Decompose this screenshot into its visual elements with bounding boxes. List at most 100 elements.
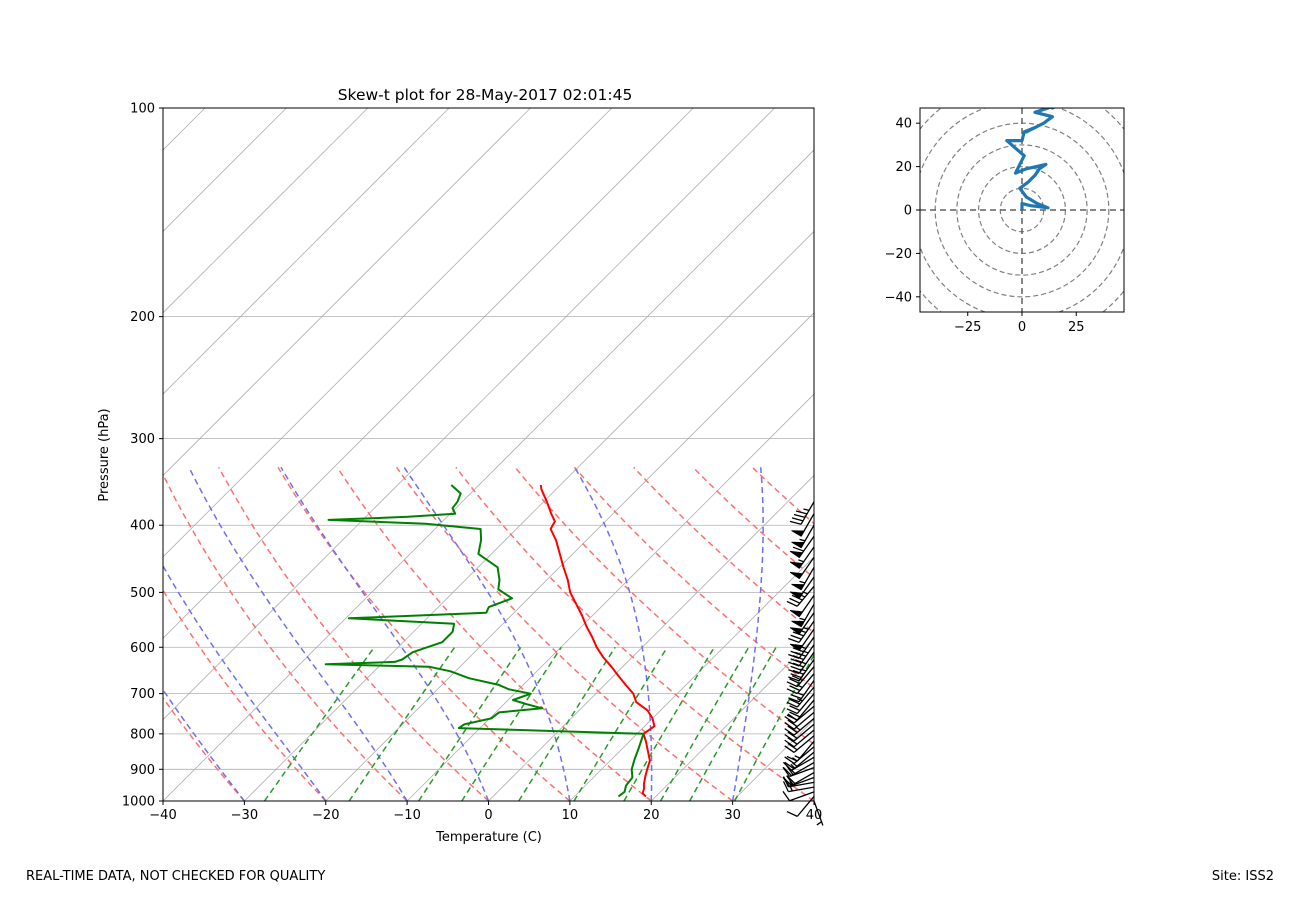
x-tick-label: −30	[231, 808, 258, 823]
wind-barb	[786, 673, 815, 695]
hodograph-x-tick-label: −25	[954, 320, 981, 335]
dry-adiabat-line	[163, 472, 408, 801]
isotherm-gridline	[0, 108, 42, 801]
wind-barb	[789, 535, 815, 559]
x-tick-label: 20	[643, 808, 660, 823]
wind-barb	[786, 699, 815, 721]
moist-adiabat-line	[731, 467, 764, 801]
hodograph-y-tick-label: −40	[885, 290, 912, 305]
wind-barb	[789, 576, 815, 599]
dry-adiabat-line	[514, 466, 814, 746]
mixing-ratio-line	[573, 646, 668, 801]
moist-adiabat-line	[163, 564, 327, 801]
hodograph-trace	[1005, 108, 1057, 210]
wind-barb	[784, 729, 815, 748]
y-tick-label: 600	[130, 641, 155, 656]
wind-barb	[788, 651, 815, 675]
dry-adiabat-line	[395, 466, 734, 801]
hodograph-plot: −25 0 25 −40 −20 0 20 40	[885, 107, 1125, 335]
wind-barb	[788, 680, 815, 703]
dry-adiabat-line	[751, 466, 814, 525]
y-tick-label: 800	[130, 727, 155, 742]
x-tick-label: 40	[806, 808, 823, 823]
isotherm-gridline	[163, 108, 694, 639]
isotherm-gridline	[650, 637, 814, 801]
hodograph-ring	[956, 144, 1088, 276]
mixing-ratio-line	[418, 646, 522, 801]
isotherm-gridline	[569, 556, 814, 801]
dewpoint-line	[324, 484, 645, 798]
wind-barb	[786, 666, 815, 688]
dry-adiabat-line	[163, 696, 245, 801]
wind-barb	[782, 772, 815, 787]
hodograph-y-tick-label: 20	[895, 160, 912, 175]
isotherm-gridline	[163, 108, 287, 232]
wind-barb	[789, 595, 815, 618]
hodograph-y-ticks: −40 −20 0 20 40	[885, 117, 920, 305]
y-axis-label: Pressure (hPa)	[97, 408, 112, 501]
plot-frame	[162, 107, 815, 802]
hodograph-y-tick-label: −20	[885, 247, 912, 262]
wind-barb	[784, 711, 815, 730]
dry-adiabat-line	[455, 466, 814, 801]
mixing-ratio-line	[659, 646, 750, 801]
wind-barb	[782, 791, 815, 802]
x-tick-label: −10	[393, 808, 420, 823]
y-tick-label: 100	[130, 102, 155, 117]
hodograph-y-tick-label: 40	[895, 117, 912, 132]
x-tick-label: −20	[312, 808, 339, 823]
hodograph-x-tick-label: 0	[1018, 320, 1026, 335]
mixing-ratio-line	[348, 646, 456, 801]
y-tick-label: 200	[130, 310, 155, 325]
dry-adiabat-line	[573, 466, 814, 689]
sounding-series	[324, 484, 656, 798]
moist-adiabat-line	[573, 466, 653, 801]
wind-barb	[791, 566, 815, 591]
wind-barb	[784, 723, 815, 742]
wind-barb	[786, 686, 815, 708]
mixing-ratio-line	[623, 646, 715, 801]
chart-title: Skew-t plot for 28-May-2017 02:01:45	[338, 86, 633, 104]
wind-barb	[791, 524, 815, 549]
wind-barb	[789, 612, 815, 635]
dry-adiabat-line	[692, 466, 814, 579]
hodograph-line	[1005, 108, 1057, 210]
y-tick-label: 900	[130, 763, 155, 778]
x-axis-ticks: −40 −30 −20 −10 0 10 20 30 40	[149, 801, 822, 823]
dry-adiabat-line	[336, 466, 652, 801]
wind-barb	[791, 603, 815, 628]
y-tick-label: 400	[130, 519, 155, 534]
x-tick-label: 10	[562, 808, 579, 823]
temperature-line	[539, 484, 656, 798]
moist-adiabat-line	[813, 798, 814, 801]
wind-barb	[789, 556, 815, 580]
moist-adiabat-line	[188, 466, 408, 801]
dry-adiabat-line	[218, 466, 490, 801]
quality-disclaimer: REAL-TIME DATA, NOT CHECKED FOR QUALITY	[26, 869, 326, 884]
hodograph-x-ticks: −25 0 25	[954, 312, 1085, 335]
site-label: Site: ISS2	[1211, 869, 1274, 884]
wind-barb	[788, 636, 815, 659]
isotherm-gridline	[244, 230, 814, 801]
x-tick-label: 30	[724, 808, 741, 823]
moist-adiabat-line	[163, 799, 164, 801]
wind-barb	[791, 513, 815, 537]
x-axis-label: Temperature (C)	[435, 830, 542, 845]
isotherm-gridline	[163, 149, 814, 801]
isotherm-gridline	[163, 108, 531, 477]
mixing-ratio-line	[263, 646, 375, 801]
mixing-ratio-line	[518, 646, 616, 801]
isotherm-gridline	[732, 719, 814, 801]
mixing-ratio-line	[689, 646, 777, 801]
isotherm-gridline	[325, 312, 814, 801]
mixing-ratio-line	[461, 646, 562, 801]
y-tick-label: 300	[130, 432, 155, 447]
y-tick-label: 500	[130, 586, 155, 601]
isotherm-gridline	[163, 108, 775, 721]
moist-adiabats	[163, 466, 814, 801]
isotherm-gridline	[163, 108, 369, 314]
moist-adiabat-line	[403, 466, 571, 801]
wind-barb	[786, 740, 815, 762]
isotherm-gridline	[163, 108, 450, 395]
